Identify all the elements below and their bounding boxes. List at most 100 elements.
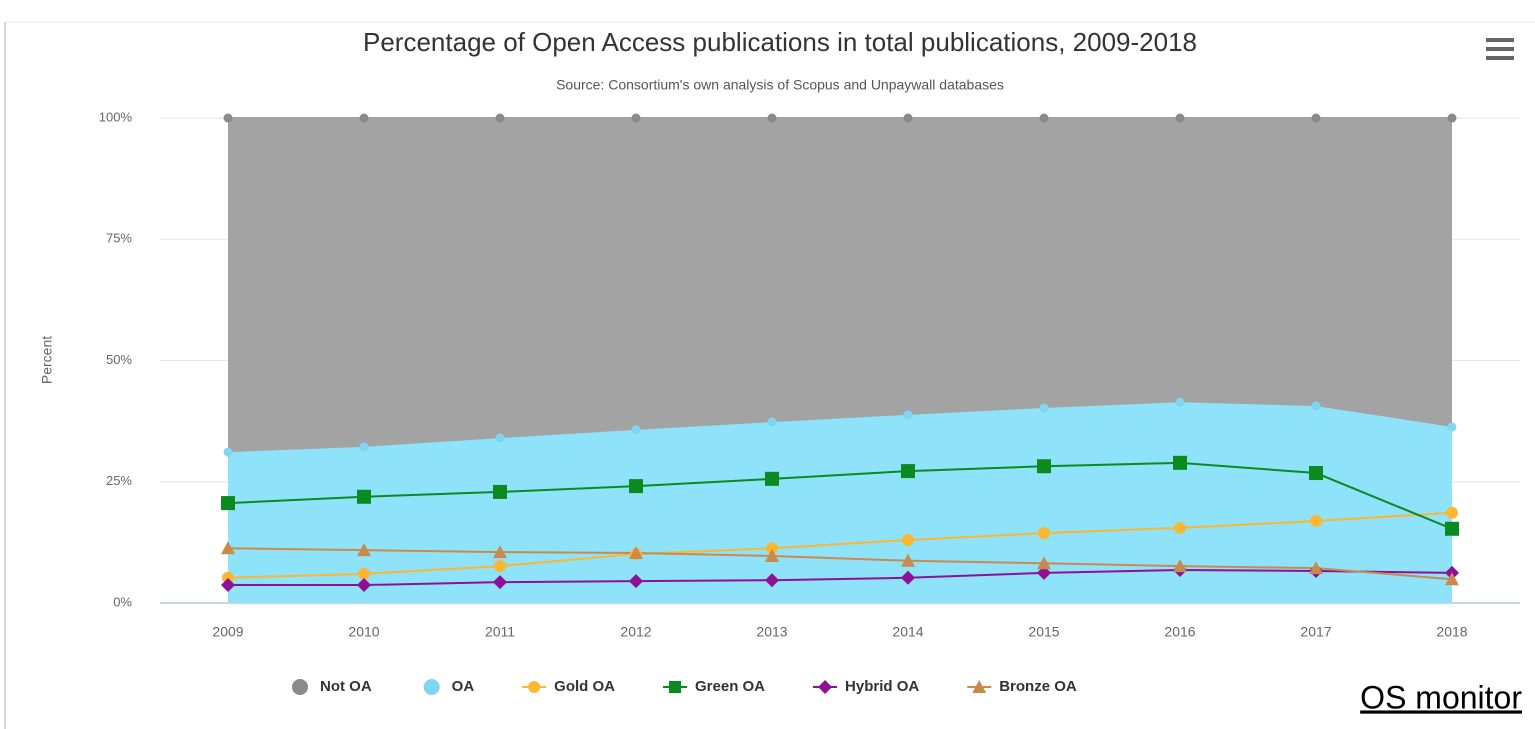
marker [629, 479, 643, 494]
menu-button[interactable] [1486, 38, 1514, 60]
x-tick-label: 2015 [1028, 624, 1059, 640]
marker [818, 680, 833, 694]
legend-item: Not OA [292, 678, 372, 695]
legend-item: Bronze OA [967, 678, 1077, 695]
marker [766, 542, 778, 555]
x-tick-label: 2009 [212, 624, 243, 640]
y-axis-title: Percent [39, 336, 55, 384]
legend-label: Green OA [695, 678, 765, 695]
marker [1309, 561, 1323, 575]
marker [495, 113, 505, 123]
marker [767, 113, 777, 123]
marker [358, 567, 370, 580]
marker [223, 113, 233, 123]
marker [1037, 556, 1051, 570]
legend: Not OA OA Gold OA Green OA Hybrid OA Bronze O… [292, 678, 1077, 695]
marker [359, 442, 369, 452]
marker [222, 571, 234, 584]
annotation: OS monitor [1360, 679, 1522, 715]
marker [901, 553, 915, 567]
legend-label: Bronze OA [999, 678, 1077, 695]
marker [903, 410, 913, 420]
marker [528, 681, 541, 693]
legend-item: Green OA [663, 678, 765, 695]
x-tick-label: 2017 [1300, 624, 1331, 640]
marker [495, 433, 505, 443]
marker [1039, 113, 1049, 123]
marker [1174, 521, 1186, 534]
marker [1175, 397, 1185, 407]
marker [221, 541, 235, 555]
marker [629, 546, 643, 560]
legend-item: Gold OA [522, 678, 615, 695]
marker [1447, 113, 1457, 123]
y-tick-label: 75% [106, 231, 132, 246]
y-tick-label: 50% [106, 352, 132, 367]
x-tick-label: 2018 [1436, 624, 1467, 640]
marker [1037, 565, 1051, 580]
legend-item: Hybrid OA [813, 678, 919, 695]
marker [972, 680, 987, 693]
marker [669, 681, 681, 693]
x-tick-label: 2016 [1164, 624, 1195, 640]
markers [221, 113, 1459, 593]
marker [1173, 559, 1187, 573]
marker [765, 548, 779, 562]
marker [631, 113, 641, 123]
marker [1038, 527, 1050, 540]
x-tick-label: 2011 [485, 624, 515, 640]
marker [493, 545, 507, 559]
marker [223, 447, 233, 457]
marker [902, 533, 914, 546]
marker [292, 679, 308, 695]
marker [1311, 113, 1321, 123]
marker [1175, 113, 1185, 123]
legend-label: Not OA [320, 678, 372, 695]
menu-bar [1486, 56, 1514, 60]
marker [765, 471, 779, 486]
marker [493, 575, 507, 590]
x-tick-label: 2012 [620, 624, 651, 640]
series-line [228, 569, 1453, 587]
legend-label: Gold OA [554, 678, 615, 695]
legend-item: OA [423, 678, 475, 695]
marker [357, 543, 371, 557]
marker [423, 679, 440, 695]
marker [1445, 572, 1459, 586]
marker [901, 570, 915, 585]
x-tick-label: 2013 [756, 624, 787, 640]
x-tick-label: 2014 [892, 624, 923, 640]
marker [903, 113, 913, 123]
chart-title: Percentage of Open Access publications i… [363, 27, 1197, 57]
marker [629, 574, 643, 589]
legend-label: Hybrid OA [845, 678, 919, 695]
marker [1309, 466, 1323, 481]
menu-bar [1486, 38, 1514, 42]
marker [494, 560, 506, 573]
x-tick-label: 2010 [348, 624, 379, 640]
series-line [227, 461, 1453, 530]
marker [1037, 459, 1051, 474]
marker [1446, 506, 1458, 519]
legend-label: OA [452, 678, 475, 695]
marker [221, 496, 235, 511]
y-tick-label: 25% [106, 473, 132, 488]
series-line [227, 547, 1453, 581]
marker [1310, 515, 1322, 528]
chart-subtitle: Source: Consortium's own analysis of Sco… [556, 77, 1004, 93]
marker [765, 573, 779, 588]
marker [1039, 403, 1049, 413]
marker [359, 113, 369, 123]
area-fill [228, 118, 1452, 453]
y-tick-label: 0% [113, 594, 132, 609]
marker [1311, 401, 1321, 411]
marker [1173, 455, 1187, 470]
marker [901, 464, 915, 479]
lines [227, 461, 1453, 587]
y-tick-label: 100% [99, 109, 133, 124]
marker [357, 489, 371, 504]
menu-bar [1486, 47, 1514, 51]
marker [767, 417, 777, 427]
series-line [227, 511, 1453, 579]
